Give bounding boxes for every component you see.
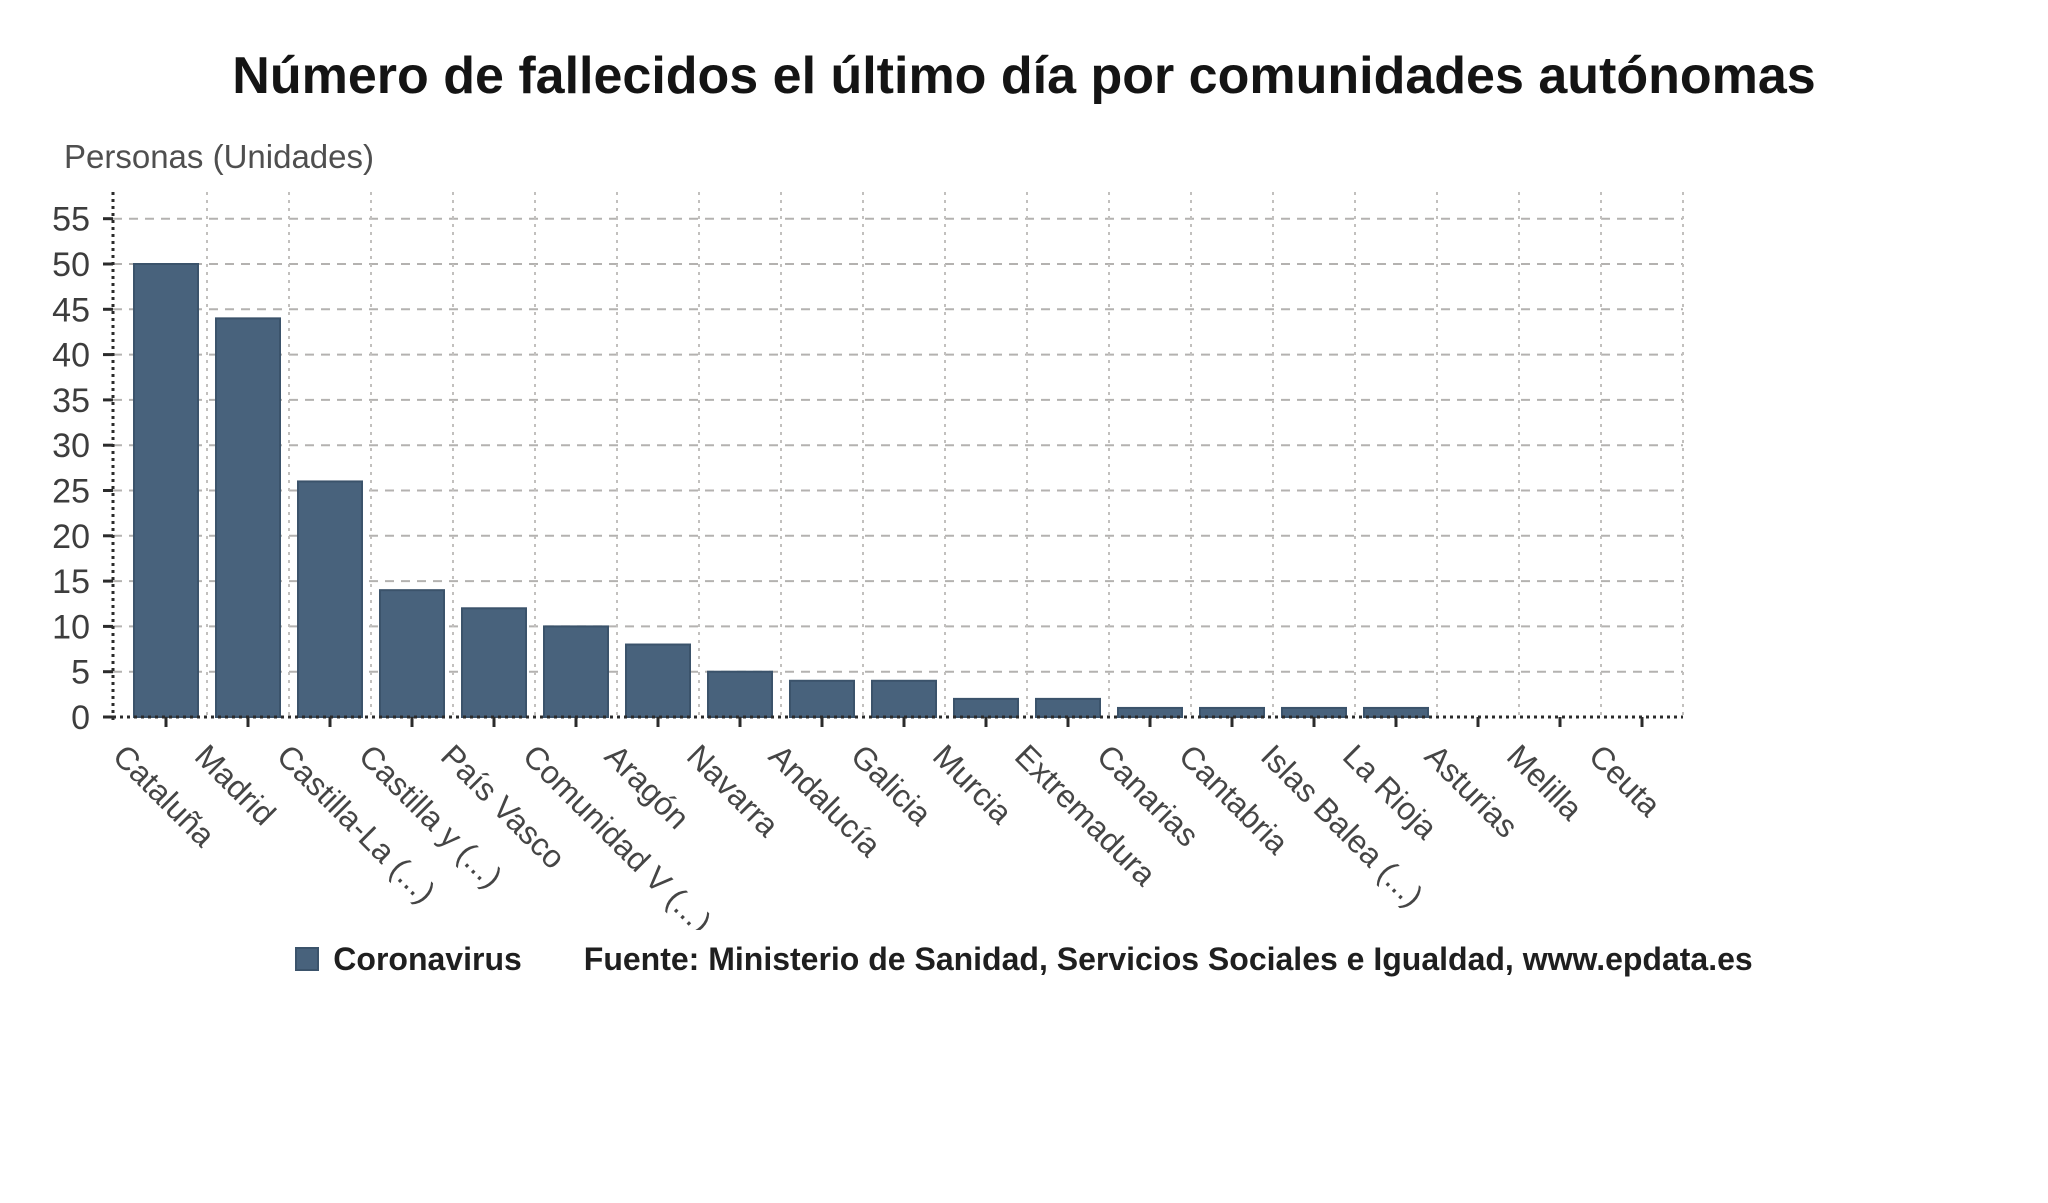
bar-chart: 0 5 10 15 20 25 30 35 40 45 50 55 CataluñaMadridCast… [52, 192, 1684, 930]
bar [379, 589, 445, 718]
x-tick-label: Ceuta [1582, 737, 1668, 823]
bar [789, 679, 855, 719]
bar [707, 670, 773, 719]
y-tick-label: 5 [71, 654, 90, 692]
legend-swatch-coronavirus [295, 947, 320, 971]
y-tick-label: 35 [52, 382, 90, 420]
bar [953, 697, 1019, 719]
bar [461, 607, 527, 719]
y-axis-title: Personas (Unidades) [64, 138, 374, 175]
axes [111, 192, 1683, 720]
bars [133, 263, 1429, 719]
y-tick-label: 45 [52, 291, 90, 329]
y-tick-label: 50 [52, 246, 90, 284]
x-tick-label: Castilla y (...) [352, 737, 509, 894]
legend-and-source-row: Coronavirus Fuente: Ministerio de Sanida… [0, 936, 2048, 982]
chart-title: Número de fallecidos el último día por c… [232, 47, 1816, 105]
y-tick-label: 40 [52, 337, 90, 375]
bar [297, 480, 363, 718]
y-tick-label: 0 [71, 699, 90, 737]
legend-label: Coronavirus [333, 940, 522, 977]
bar [1035, 697, 1101, 719]
bar [625, 643, 691, 719]
x-tick-label: Murcia [926, 737, 1019, 830]
axis-ticks [103, 217, 1644, 727]
y-tick-label: 15 [52, 563, 90, 601]
y-tick-label: 55 [52, 201, 90, 239]
y-tick-label: 10 [52, 608, 90, 646]
bar [543, 625, 609, 719]
h-gridlines [113, 217, 1683, 673]
y-tick-label: 25 [52, 473, 90, 511]
y-tick-label: 30 [52, 427, 90, 465]
bar [133, 263, 199, 718]
bar [871, 679, 937, 719]
y-tick-labels: 0 5 10 15 20 25 30 35 40 45 50 55 [52, 201, 90, 737]
bar [215, 317, 281, 718]
y-tick-label: 20 [52, 518, 90, 556]
source-attribution: Fuente: Ministerio de Sanidad, Servicios… [583, 940, 1753, 977]
